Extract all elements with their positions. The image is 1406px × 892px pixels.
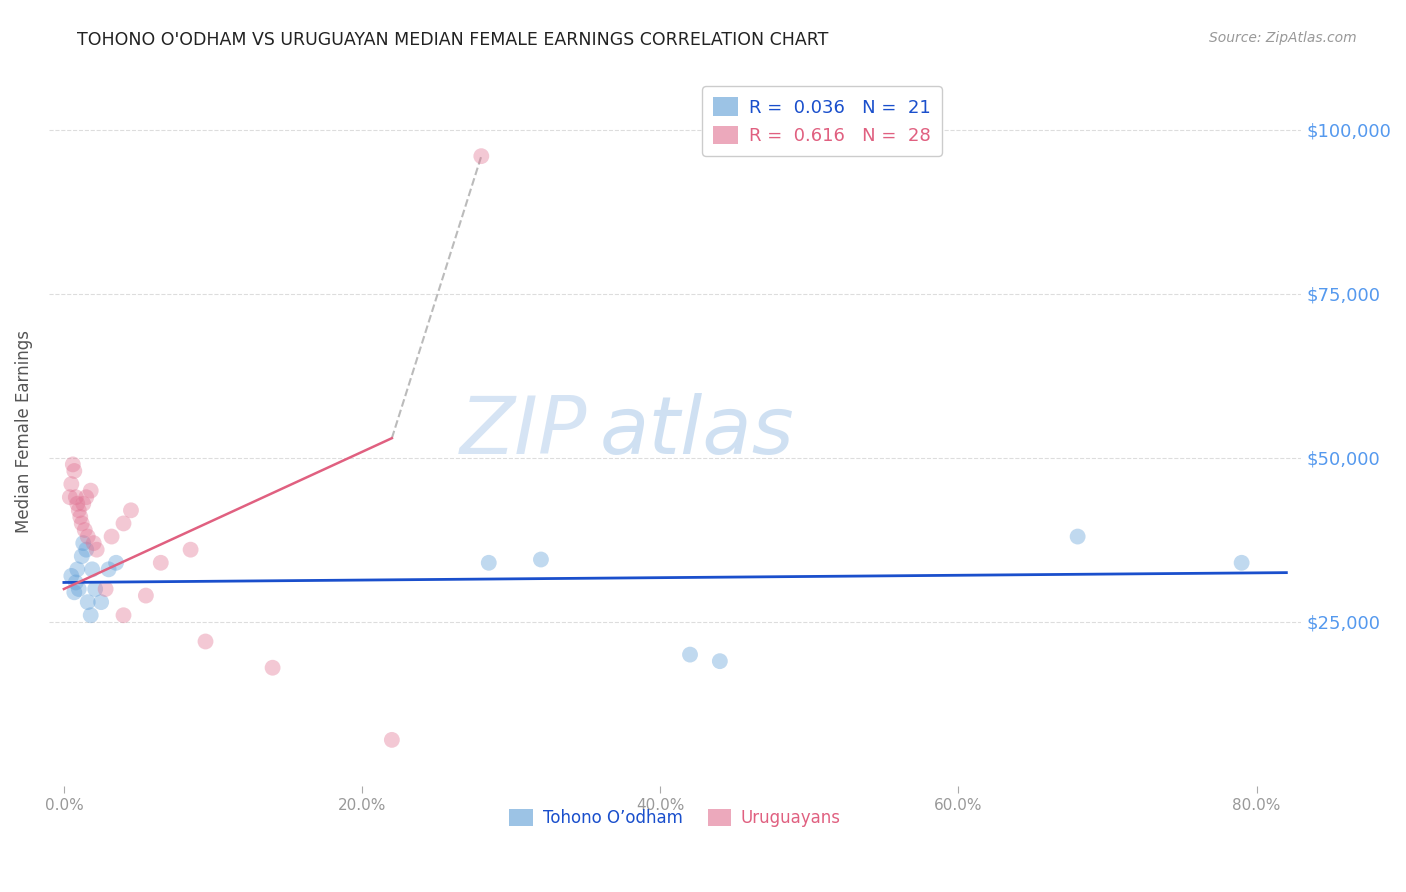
Point [180,542,202,557]
Point [120,503,142,517]
Point [97,562,120,576]
Point [66,497,89,511]
Legend: Tohono O’odham, Uruguayans: Tohono O’odham, Uruguayans [503,803,848,834]
Point [86,542,108,557]
Point [63,585,86,599]
Point [112,516,135,531]
Point [72,497,94,511]
Point [69,509,91,524]
Point [381,732,404,747]
Text: TOHONO O'ODHAM VS URUGUAYAN MEDIAN FEMALE EARNINGS CORRELATION CHART: TOHONO O'ODHAM VS URUGUAYAN MEDIAN FEMAL… [77,31,828,49]
Text: ZIP: ZIP [460,392,588,471]
Point [80,483,103,498]
Point [194,634,217,648]
Text: atlas: atlas [600,392,794,471]
Point [59,490,82,504]
Point [70,516,93,531]
Point [709,654,731,668]
Point [100,530,122,544]
Point [1066,530,1088,544]
Point [76,595,98,609]
Point [67,582,90,596]
Point [76,530,98,544]
Point [470,149,492,163]
Point [67,503,90,517]
Point [73,523,96,537]
Point [1230,556,1253,570]
Point [66,562,89,576]
Point [84,582,107,596]
Point [262,661,284,675]
Point [478,556,501,570]
Point [679,648,702,662]
Point [149,556,172,570]
Point [62,458,84,472]
Point [70,549,93,564]
Point [83,536,105,550]
Point [75,542,97,557]
Point [90,595,112,609]
Point [80,608,103,623]
Text: Source: ZipAtlas.com: Source: ZipAtlas.com [1209,31,1357,45]
Point [135,589,157,603]
Point [94,582,117,596]
Point [75,490,97,504]
Point [63,464,86,478]
Point [65,575,87,590]
Point [112,608,135,623]
Point [82,562,104,576]
Point [65,490,87,504]
Point [60,569,83,583]
Point [530,552,553,566]
Y-axis label: Median Female Earnings: Median Female Earnings [15,330,32,533]
Point [60,477,83,491]
Point [105,556,128,570]
Point [72,536,94,550]
